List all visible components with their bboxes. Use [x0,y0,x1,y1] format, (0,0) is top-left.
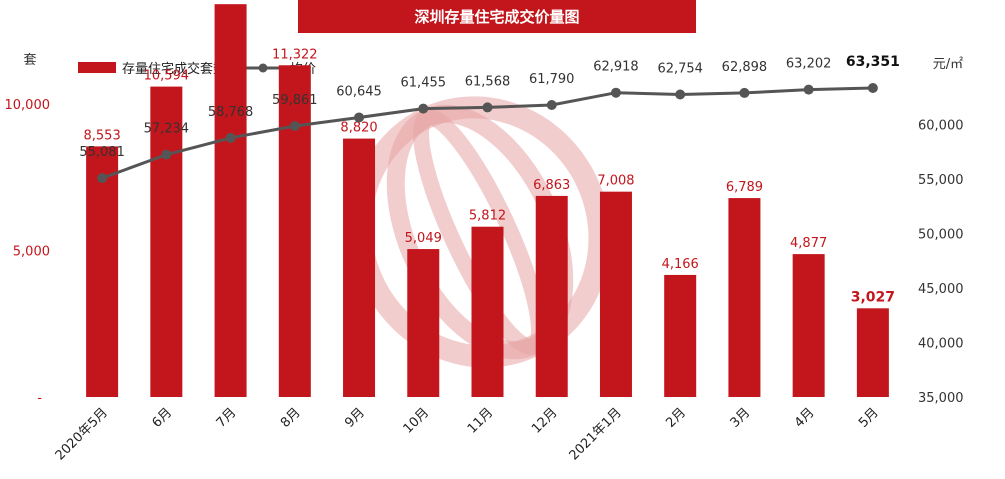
bar-labels: 8,553 10,594 13,407 11,322 8,820 5,049 5,812 6,… [84,0,896,305]
bar [278,65,311,397]
x-category-label: 2020年5月 [53,405,111,463]
bar-data-label: 6,789 [726,180,763,195]
y-left-tick-label: 10,000 [5,98,51,113]
line-labels: 55,081 57,234 58,768 59,861 60,645 61,455 61,5… [79,54,900,160]
bar [214,4,247,398]
line-point [675,89,686,100]
bar-data-label: 8,820 [340,121,377,136]
bar [664,274,697,397]
line-data-label: 61,455 [401,76,447,91]
legend-bar-label: 存量住宅成交套数 [122,61,226,77]
y-right-ticks: 35,000 40,000 45,000 50,000 55,000 60,000 [918,119,964,407]
x-category-label: 6月 [150,405,176,431]
bar [599,191,632,397]
x-category-label: 3月 [728,405,754,431]
line-point [482,102,493,113]
bar [792,254,825,397]
bar-data-label: 8,553 [84,128,121,143]
bar [150,86,183,398]
y-right-unit: 元/㎡ [933,57,963,72]
line-data-label: 62,918 [593,60,639,75]
line-data-label: 58,768 [208,105,254,120]
line-point [161,149,172,160]
x-category-label: 8月 [278,405,304,431]
line-data-label: 60,645 [336,84,382,99]
line-point [546,99,557,110]
bar-data-label: 5,049 [405,231,442,246]
line-point [97,173,108,184]
x-category-label: 5月 [856,405,882,431]
bar [728,198,761,397]
line-data-label: 62,898 [722,60,768,75]
bars [86,4,889,398]
bar-data-label: 5,812 [469,209,506,224]
bar [407,249,440,397]
bar-data-label: 6,863 [533,178,570,193]
legend-bar-swatch [78,62,116,73]
y-left-tick-label: - [37,391,42,406]
line-data-label: 61,568 [465,74,511,89]
bar-data-label: 11,322 [272,47,318,62]
average-price-line [97,82,878,184]
bar [471,226,504,397]
bar-data-label: 13,407 [208,0,254,1]
bar-data-label: 4,166 [662,257,699,272]
x-category-label: 9月 [342,405,368,431]
line-point [225,132,236,143]
line-data-label: 61,790 [529,72,575,87]
x-category-label: 4月 [792,405,818,431]
bar [856,308,889,397]
bar-data-label: 10,594 [144,69,190,84]
x-category-label: 2月 [663,405,689,431]
x-category-label: 12月 [529,405,560,436]
line-point [418,103,429,114]
chart-title: 深圳存量住宅成交价量图 [414,8,579,26]
bar-data-label: 3,027 [851,289,895,305]
y-left-tick-label: 5,000 [13,245,50,260]
line-point [354,112,365,123]
bar-data-label: 4,877 [790,236,827,251]
y-right-tick-label: 45,000 [918,282,964,297]
y-right-tick-label: 60,000 [918,119,964,134]
line-point [803,84,814,95]
x-category-label: 7月 [214,405,240,431]
x-category-label: 2021年1月 [567,405,625,463]
line-data-label: 55,081 [79,145,125,160]
line-point [867,82,878,93]
line-data-label: 63,351 [846,54,900,70]
bar [535,195,568,397]
chart-title-box [298,0,696,33]
line-data-label: 59,861 [272,93,318,108]
x-category-labels: 2020年5月 6月 7月 8月 9月 10月 11月 12月 2021年1月 2月 3月 4月 5月 [53,405,882,463]
line-point [289,121,300,132]
x-category-label: 10月 [401,405,432,436]
line-point [739,87,750,98]
line-data-label: 62,754 [657,61,703,76]
bar [343,138,376,397]
y-right-tick-label: 35,000 [918,391,964,406]
y-right-tick-label: 40,000 [918,337,964,352]
y-left-unit: 套 [23,52,36,68]
line-data-label: 57,234 [144,122,190,137]
bar [86,146,119,397]
y-right-tick-label: 55,000 [918,173,964,188]
bar-data-label: 7,008 [597,174,634,189]
line-point [610,87,621,98]
x-category-label: 11月 [465,405,496,436]
line-data-label: 63,202 [786,57,832,72]
y-right-tick-label: 50,000 [918,228,964,243]
legend-line-marker [258,63,268,73]
